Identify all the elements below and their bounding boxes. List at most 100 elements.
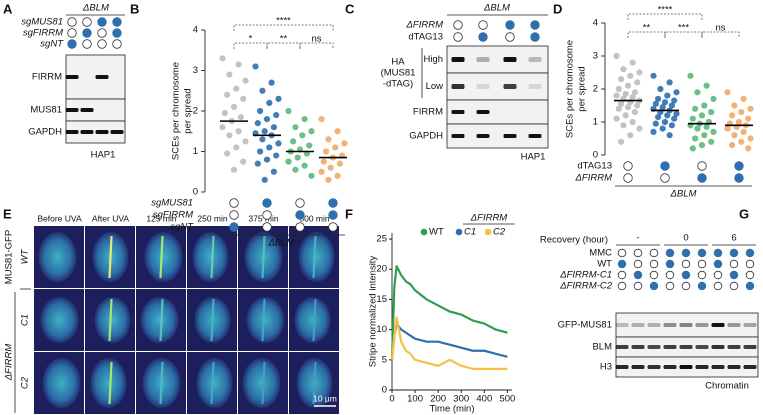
lane-marker <box>112 39 122 49</box>
data-point <box>634 102 641 109</box>
data-point <box>233 85 240 92</box>
data-point <box>747 135 754 142</box>
data-point <box>266 99 273 106</box>
row-label: WT <box>20 248 31 264</box>
blot-label: Low <box>426 81 444 92</box>
lane-marker <box>82 28 92 38</box>
data-point <box>618 76 625 83</box>
data-point <box>308 172 315 179</box>
lane-marker <box>745 281 755 291</box>
significance-label: ** <box>643 23 651 34</box>
x-tick-label: 300 <box>453 394 469 405</box>
nucleus <box>192 232 229 282</box>
data-point <box>661 99 669 106</box>
data-point <box>257 107 264 115</box>
data-point <box>622 112 629 119</box>
band <box>451 134 465 138</box>
data-point <box>230 103 238 111</box>
data-point <box>226 71 233 78</box>
band <box>528 134 542 138</box>
nucleus <box>40 297 79 343</box>
lane-marker <box>112 28 122 38</box>
data-point <box>694 89 701 96</box>
data-point <box>692 105 699 112</box>
row-label: C2 <box>20 376 31 389</box>
row-label: ΔFIRRM-C1 <box>559 270 612 281</box>
series-line <box>390 322 508 360</box>
timepoint: - <box>636 233 639 244</box>
lane-marker <box>82 39 92 49</box>
significance-bracket <box>233 42 268 49</box>
data-point <box>738 138 745 145</box>
data-point <box>710 95 717 102</box>
significance-label: * <box>249 34 253 45</box>
header: Recovery (hour) <box>540 235 608 246</box>
data-point <box>235 61 242 68</box>
antibody-label: HA <box>391 57 405 68</box>
data-point <box>620 122 627 129</box>
data-point <box>226 132 233 139</box>
data-point <box>270 168 277 175</box>
band <box>679 365 693 369</box>
data-point <box>652 120 659 127</box>
row-label: ΔFIRRM-C2 <box>559 281 612 292</box>
data-point <box>332 144 339 151</box>
band <box>711 345 725 349</box>
data-point <box>261 176 268 183</box>
lane-marker <box>617 259 627 269</box>
column-header: 500 min <box>299 213 330 223</box>
data-point <box>301 116 308 123</box>
data-point <box>285 158 292 165</box>
lane-marker <box>328 222 338 232</box>
lane-marker <box>681 248 691 258</box>
band <box>528 57 542 62</box>
condition-label: sgFIRRM <box>153 210 193 221</box>
antibody-label: (MUS81 <box>381 68 416 79</box>
nucleus <box>94 297 131 343</box>
lane-marker <box>697 281 707 291</box>
data-point <box>308 128 315 135</box>
uva-stripe <box>312 361 317 405</box>
blot-label: High <box>423 54 443 65</box>
lane-marker <box>665 281 675 291</box>
data-point <box>618 100 625 107</box>
series-line <box>390 265 508 360</box>
data-point <box>657 85 664 93</box>
y-tick-label: 3 <box>193 65 198 76</box>
band <box>110 130 124 134</box>
y-tick-label: 2 <box>193 106 198 117</box>
lane-marker <box>729 270 739 280</box>
data-point <box>636 69 643 76</box>
data-point <box>327 164 334 171</box>
significance-label: **** <box>276 16 291 27</box>
data-point <box>294 154 301 161</box>
row-label: sgFIRRM <box>23 28 63 39</box>
condition-label: dTAG13 <box>577 161 612 172</box>
data-point <box>257 148 264 155</box>
y-tick-label: 10 <box>376 324 387 335</box>
lane-marker <box>67 28 77 38</box>
protein-label: MUS81-GFP <box>4 230 15 284</box>
data-point <box>673 89 680 96</box>
lane-marker <box>505 20 515 30</box>
lane-marker <box>649 259 659 269</box>
data-point <box>299 132 306 139</box>
lane-marker <box>633 270 643 280</box>
column-header: After UVA <box>92 213 129 223</box>
data-point <box>620 66 627 73</box>
condition-label: sgMUS81 <box>151 198 193 209</box>
uva-stripe <box>108 298 113 342</box>
lane-marker <box>262 198 272 208</box>
uva-stripe <box>159 235 164 279</box>
data-point <box>224 91 231 98</box>
y-tick-label: 25 <box>376 234 387 245</box>
uva-stripe <box>261 235 266 279</box>
y-tick-label: 20 <box>376 264 387 275</box>
lane-marker <box>734 161 744 171</box>
data-point <box>636 125 643 132</box>
data-point <box>634 79 641 86</box>
data-point <box>242 77 249 84</box>
nucleus <box>144 232 183 282</box>
uva-stripe <box>312 298 317 342</box>
data-point <box>627 72 634 79</box>
